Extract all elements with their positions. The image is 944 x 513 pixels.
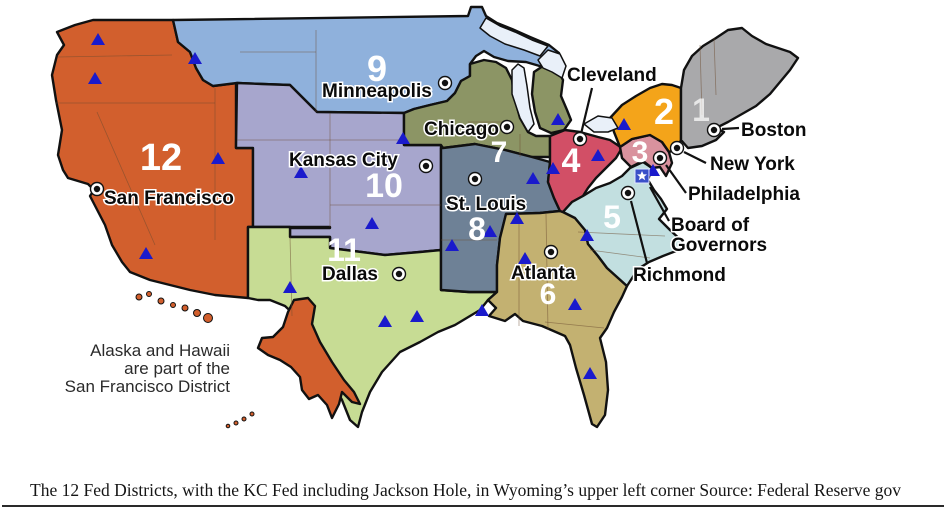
philadelphia-callout-line — [665, 164, 687, 194]
branch-triangle — [546, 162, 560, 174]
bank-dot-chicago — [499, 119, 515, 135]
bank-dot-new-york — [669, 140, 685, 156]
svg-text:Alaska and Hawaii: Alaska and Hawaii — [90, 341, 230, 360]
bank-dot-boston — [706, 122, 722, 138]
city-label-kansas-city: Kansas City — [289, 150, 398, 171]
board-of-governors-label-line1: Board of — [671, 215, 750, 236]
branch-triangle — [365, 217, 379, 229]
bank-dot-kansas-city — [418, 158, 434, 174]
branch-triangle — [283, 281, 297, 293]
bank-dot-san-francisco — [89, 181, 105, 197]
richmond-callout-line — [629, 200, 649, 264]
district-number-9: 9 — [367, 48, 387, 89]
district-number-1: 1 — [692, 92, 710, 128]
branch-triangle — [410, 310, 424, 322]
new-york-callout-line — [683, 151, 707, 164]
lake-huron-shape — [537, 49, 567, 79]
bank-dot-st-louis — [467, 171, 483, 187]
us-map-svg: 1 2 3 4 5 6 7 8 9 10 11 12 Minneapolis C… — [50, 5, 808, 429]
bank-dot-cleveland — [572, 131, 588, 147]
lake-michigan-shape — [511, 63, 535, 133]
alaska-region — [256, 296, 362, 420]
city-label-richmond: Richmond — [633, 265, 726, 286]
district-number-2: 2 — [654, 91, 674, 132]
district-number-4: 4 — [562, 142, 581, 180]
city-label-philadelphia: Philadelphia — [688, 184, 800, 205]
city-label-new-york: New York — [710, 154, 795, 175]
branch-triangle — [91, 33, 105, 45]
branch-triangle — [568, 298, 582, 310]
branch-triangle — [211, 152, 225, 164]
city-label-chicago: Chicago — [424, 119, 499, 140]
hawaii-islands — [135, 291, 213, 323]
district-number-5: 5 — [603, 199, 621, 235]
branch-triangle — [617, 118, 631, 130]
branch-triangle — [294, 166, 308, 178]
district-number-7: 7 — [491, 136, 508, 169]
boston-callout-line — [721, 126, 740, 131]
branch-triangle — [551, 113, 565, 125]
district-7-michigan-region — [530, 62, 573, 135]
district-number-6: 6 — [540, 278, 557, 311]
city-label-cleveland: Cleveland — [567, 65, 657, 86]
bank-dot-richmond — [620, 185, 636, 201]
branch-triangle — [139, 247, 153, 259]
branch-triangle — [518, 252, 532, 264]
alaska-hawaii-note: Alaska and Hawaii are part of the San Fr… — [65, 341, 231, 396]
district-4-region — [546, 128, 624, 214]
bank-dot-atlanta — [543, 244, 559, 260]
branch-triangle — [445, 239, 459, 251]
branch-triangle — [483, 225, 497, 237]
branch-triangle — [583, 367, 597, 379]
branch-triangle — [580, 229, 594, 241]
branch-triangle — [475, 304, 489, 316]
branch-triangle — [396, 132, 410, 144]
district-number-8: 8 — [468, 211, 486, 247]
aleutian-islands — [225, 411, 255, 429]
city-label-dallas: Dallas — [322, 264, 378, 285]
branch-triangle — [510, 212, 524, 224]
bank-dots — [89, 75, 722, 282]
city-label-san-francisco: San Francisco — [104, 188, 234, 209]
callout-lines — [579, 87, 740, 264]
district-number-12: 12 — [140, 137, 182, 179]
bank-dot-dallas — [391, 266, 407, 282]
svg-text:San Francisco District: San Francisco District — [65, 377, 231, 396]
city-label-atlanta: Atlanta — [511, 263, 576, 284]
district-number-3: 3 — [632, 136, 649, 169]
city-label-minneapolis: Minneapolis — [322, 81, 432, 102]
branch-triangle — [188, 52, 202, 64]
board-of-governors-callout-line — [649, 186, 670, 222]
bank-dot-minneapolis — [437, 75, 453, 91]
lake-erie-shape — [583, 115, 619, 133]
lake-superior-shape — [479, 17, 549, 57]
branch-triangle — [591, 149, 605, 161]
svg-text:are part of the: are part of the — [124, 359, 230, 378]
branch-triangle — [378, 315, 392, 327]
branch-triangle — [526, 172, 540, 184]
branch-triangle — [88, 72, 102, 84]
district-number-10: 10 — [365, 167, 403, 205]
branch-triangles — [88, 33, 660, 379]
cleveland-callout-line — [579, 87, 594, 135]
bank-dot-philadelphia — [652, 150, 668, 166]
city-label-st-louis: St. Louis — [446, 194, 526, 215]
caption-bar: The 12 Fed Districts, with the KC Fed in… — [2, 478, 944, 507]
board-of-governors-label-line2: Governors — [671, 235, 767, 256]
fed-districts-map: 1 2 3 4 5 6 7 8 9 10 11 12 Minneapolis C… — [50, 5, 808, 429]
board-of-governors-star-icon — [634, 168, 650, 184]
caption-text: The 12 Fed Districts, with the KC Fed in… — [30, 480, 902, 500]
district-number-11: 11 — [327, 232, 361, 268]
city-label-boston: Boston — [741, 120, 806, 141]
